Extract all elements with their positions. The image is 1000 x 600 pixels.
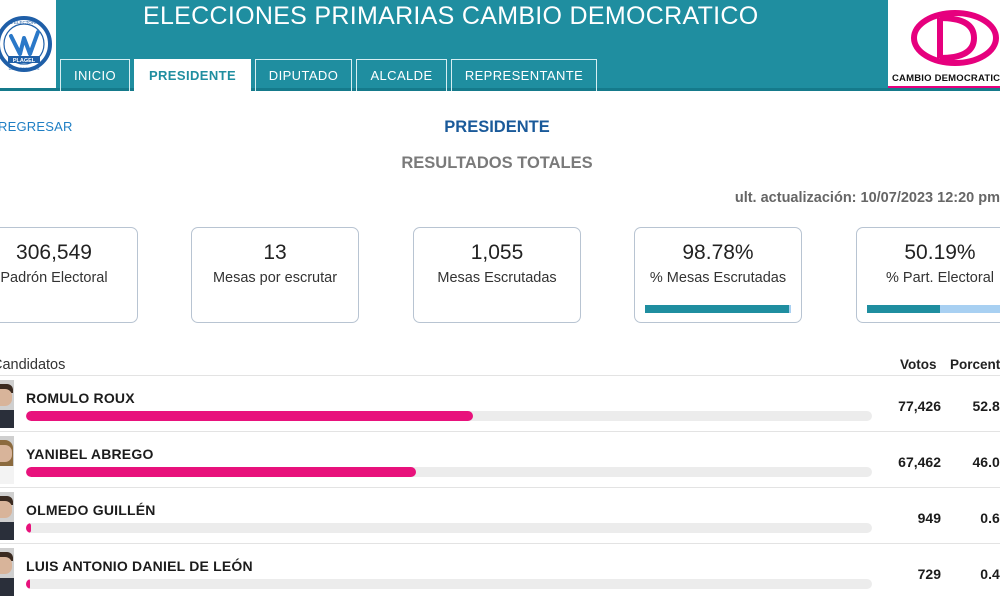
cambio-democratico-logo[interactable]: CAMBIO DEMOCRATICO: [888, 0, 1000, 88]
candidate-name: LUIS ANTONIO DANIEL DE LEÓN: [26, 558, 253, 574]
stat-card-padron: 306,549 Padrón Electoral: [0, 227, 138, 323]
results-subtitle: RESULTADOS TOTALES: [401, 154, 593, 172]
party-brand-stripe: [888, 86, 1000, 88]
progress-fill: [645, 305, 790, 313]
candidate-votes: 949: [917, 510, 941, 526]
site-title: ELECCIONES PRIMARIAS CAMBIO DEMOCRATICO: [143, 2, 759, 30]
tab-alcalde[interactable]: ALCALDE: [356, 59, 447, 91]
vote-bar: [26, 579, 872, 589]
vote-bar-fill: [26, 411, 474, 421]
candidate-votes: 77,426: [898, 398, 941, 414]
cambio-democratico-logo-icon: [911, 10, 999, 66]
progress-bar: [867, 305, 1000, 313]
candidate-percent: 52.87%: [972, 398, 1000, 414]
party-name-text: CAMBIO DEMOCRATICO: [892, 73, 1000, 84]
section-title: PRESIDENTE: [444, 118, 550, 136]
vote-bar-fill: [26, 467, 416, 477]
stat-card-pct-participacion: 50.19% % Part. Electoral: [856, 227, 1000, 323]
candidate-row: ROMULO ROUX 77,426 52.87%: [0, 375, 1000, 431]
vote-bar-fill: [26, 523, 32, 533]
stat-label: Mesas Escrutadas: [437, 270, 557, 286]
candidate-photo: [0, 548, 14, 596]
stat-value: 13: [263, 241, 287, 264]
col-header-candidates: Candidatos: [0, 357, 66, 373]
stat-value: 1,055: [470, 241, 524, 264]
stat-label: % Mesas Escrutadas: [649, 270, 787, 286]
stat-value: 50.19%: [904, 241, 976, 264]
tab-representante[interactable]: REPRESENTANTE: [451, 59, 597, 91]
candidate-percent: 0.65%: [980, 510, 1000, 526]
last-updated-text: ult. actualización: 10/07/2023 12:20 pm: [734, 190, 1000, 206]
tribunal-electoral-logo[interactable]: PLAGEL AL ELECTORAL DE ELECCIONES: [0, 0, 56, 88]
stat-card-mesas-por-escrutar: 13 Mesas por escrutar: [191, 227, 359, 323]
vote-bar: [26, 411, 872, 421]
candidate-percent: 0.49%: [980, 566, 1000, 582]
candidate-name: OLMEDO GUILLÉN: [26, 502, 156, 518]
stat-label: % Part. Electoral: [886, 270, 994, 286]
candidate-name: ROMULO ROUX: [26, 390, 135, 406]
stat-value: 306,549: [16, 241, 92, 264]
candidate-photo: [0, 436, 14, 484]
progress-fill: [867, 305, 941, 313]
vote-bar: [26, 467, 872, 477]
tribunal-electoral-seal-icon: PLAGEL AL ELECTORAL DE ELECCIONES: [0, 16, 52, 72]
candidate-row: LUIS ANTONIO DANIEL DE LEÓN 729 0.49%: [0, 543, 1000, 599]
candidate-votes: 729: [917, 566, 941, 582]
candidate-row: YANIBEL ABREGO 67,462 46.06%: [0, 431, 1000, 487]
stat-label: Padrón Electoral: [0, 270, 108, 286]
stat-card-pct-mesas: 98.78% % Mesas Escrutadas: [634, 227, 802, 323]
vote-bar: [26, 523, 872, 533]
progress-bar: [645, 305, 791, 313]
tab-inicio[interactable]: INICIO: [60, 59, 130, 91]
vote-bar-fill: [26, 579, 31, 589]
seal-bottom-text: DE ELECCIONES: [9, 67, 40, 71]
tab-diputado[interactable]: DIPUTADO: [255, 59, 352, 91]
top-header: PLAGEL AL ELECTORAL DE ELECCIONES ELECCI…: [0, 0, 1000, 91]
tab-presidente[interactable]: PRESIDENTE: [134, 59, 251, 91]
candidate-percent: 46.06%: [972, 454, 1000, 470]
stat-card-mesas-escrutadas: 1,055 Mesas Escrutadas: [413, 227, 581, 323]
seal-band-text: PLAGEL: [13, 58, 36, 64]
candidate-votes: 67,462: [898, 454, 941, 470]
back-link[interactable]: REGRESAR: [0, 119, 73, 134]
stat-label: Mesas por escrutar: [212, 270, 338, 286]
seal-top-text: AL ELECTORAL: [7, 20, 41, 25]
col-header-percent: Porcentaje: [950, 357, 1000, 372]
candidate-photo: [0, 492, 14, 540]
col-header-votes: Votos: [900, 357, 937, 372]
candidate-photo: [0, 380, 14, 428]
candidate-row: OLMEDO GUILLÉN 949 0.65%: [0, 487, 1000, 543]
candidate-name: YANIBEL ABREGO: [26, 446, 154, 462]
stat-value: 98.78%: [682, 241, 754, 264]
